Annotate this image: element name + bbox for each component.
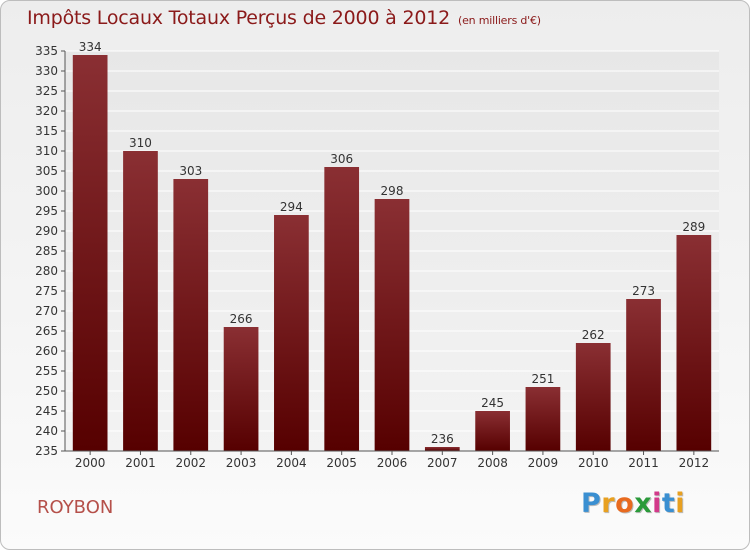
brand-letter: t [661, 488, 676, 519]
y-tick-label: 255 [35, 364, 58, 378]
data-label: 334 [79, 40, 102, 54]
title-unit: (en milliers d'€) [458, 14, 541, 27]
brand-letter: i [675, 488, 686, 519]
bar [123, 151, 158, 451]
bar [525, 387, 561, 451]
y-tick-label: 335 [35, 44, 58, 58]
bar [274, 215, 309, 451]
y-tick-label: 320 [35, 104, 58, 118]
x-tick-label: 2009 [528, 456, 559, 470]
data-label: 306 [330, 152, 353, 166]
bar [374, 199, 410, 451]
y-tick-label: 300 [35, 184, 58, 198]
bar [626, 299, 661, 451]
x-axis: 2000 2001 2002 2003 2004 2005 2006 2007 2008 2009… [65, 450, 719, 470]
data-label: 251 [531, 372, 554, 386]
y-tick-label: 330 [35, 64, 58, 78]
y-tick-label: 325 [35, 84, 58, 98]
bar [424, 447, 460, 451]
title-text: Impôts Locaux Totaux Perçus de 2000 à 20… [27, 7, 451, 29]
data-label: 245 [481, 396, 504, 410]
y-tick-label: 280 [35, 264, 58, 278]
x-tick-label: 2011 [628, 456, 659, 470]
brand-letter: x [634, 488, 653, 519]
brand-letter: P [581, 488, 602, 519]
brand-letter: r [601, 488, 616, 519]
bar [324, 167, 360, 451]
x-tick-label: 2012 [679, 456, 710, 470]
y-tick-label: 305 [35, 164, 58, 178]
bar [223, 327, 259, 451]
x-tick-label: 2006 [377, 456, 408, 470]
place-name: ROYBON [37, 497, 114, 518]
data-label: 262 [582, 328, 605, 342]
data-label: 298 [381, 184, 404, 198]
data-label: 236 [431, 432, 454, 446]
y-tick-label: 270 [35, 304, 58, 318]
y-tick-label: 250 [35, 384, 58, 398]
data-label: 294 [280, 200, 303, 214]
y-axis: 235 240 245 250 255 260 265 270 275 280 285 290 295 3… [35, 44, 66, 458]
brand-letter: i [652, 488, 662, 519]
x-tick-label: 2001 [125, 456, 156, 470]
y-tick-label: 265 [35, 324, 58, 338]
x-tick-label: 2005 [326, 456, 357, 470]
brand-letter: o [615, 488, 635, 519]
x-tick-label: 2004 [276, 456, 307, 470]
bar [72, 55, 108, 451]
y-tick-label: 290 [35, 224, 58, 238]
data-label: 303 [179, 164, 202, 178]
data-label: 266 [230, 312, 253, 326]
y-tick-label: 235 [35, 444, 58, 458]
y-tick-label: 310 [35, 144, 58, 158]
y-tick-label: 260 [35, 344, 58, 358]
bar [173, 179, 209, 451]
chart-title: Impôts Locaux Totaux Perçus de 2000 à 20… [27, 7, 541, 29]
y-tick-label: 245 [35, 404, 58, 418]
x-tick-label: 2010 [578, 456, 609, 470]
bar [475, 411, 510, 451]
data-label: 310 [129, 136, 152, 150]
y-tick-label: 275 [35, 284, 58, 298]
x-tick-label: 2003 [226, 456, 257, 470]
x-tick-label: 2008 [477, 456, 508, 470]
y-tick-label: 315 [35, 124, 58, 138]
y-tick-label: 295 [35, 204, 58, 218]
bar [676, 235, 712, 451]
bars: 334 310 303 266 294 306 298 236 245 251 262 273 289 [72, 40, 712, 451]
x-tick-label: 2007 [427, 456, 458, 470]
y-tick-label: 240 [35, 424, 58, 438]
data-label: 289 [682, 220, 705, 234]
x-tick-label: 2000 [75, 456, 106, 470]
bar [575, 343, 611, 451]
y-tick-label: 285 [35, 244, 58, 258]
brand-logo: Proxiti [581, 488, 685, 519]
x-tick-label: 2002 [175, 456, 206, 470]
data-label: 273 [632, 284, 655, 298]
